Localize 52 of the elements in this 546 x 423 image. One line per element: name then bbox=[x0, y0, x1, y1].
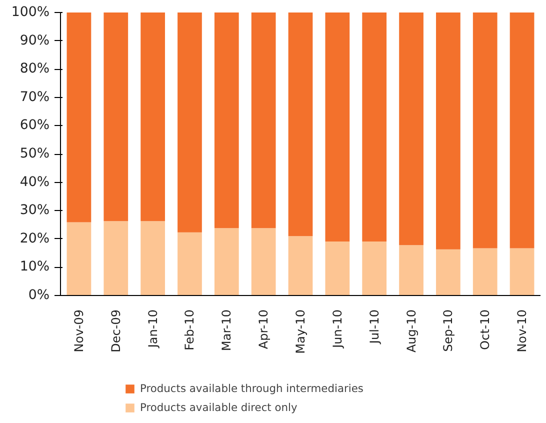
y-tick-label: 70% bbox=[20, 90, 50, 105]
bar bbox=[399, 245, 424, 296]
bar bbox=[288, 12, 313, 236]
bar bbox=[325, 12, 350, 242]
bar bbox=[178, 232, 202, 296]
y-tick-label: 10% bbox=[20, 260, 50, 275]
x-tick-label: Jan-10 bbox=[146, 309, 160, 349]
y-tick-label: 60% bbox=[20, 118, 50, 134]
x-tick-label: Aug-10 bbox=[404, 310, 418, 353]
x-tick-label: Mar-10 bbox=[220, 309, 234, 351]
y-tick-label: 100% bbox=[11, 5, 50, 20]
bar bbox=[140, 221, 165, 296]
bar bbox=[251, 12, 276, 228]
x-tick-label: Sep-10 bbox=[441, 310, 456, 352]
bar bbox=[288, 236, 313, 296]
legend-label: Products available direct only bbox=[140, 401, 298, 414]
bar bbox=[472, 12, 498, 248]
bar bbox=[399, 12, 424, 246]
bar bbox=[104, 221, 128, 296]
y-tick-label: 40% bbox=[20, 174, 50, 190]
bar bbox=[362, 241, 387, 296]
y-tick-label: 30% bbox=[20, 203, 50, 218]
bar bbox=[436, 249, 460, 296]
y-tick-label: 80% bbox=[20, 62, 50, 77]
bar bbox=[178, 12, 202, 232]
bar bbox=[66, 12, 92, 222]
x-tick-label: Nov-09 bbox=[72, 309, 86, 352]
bar bbox=[362, 12, 387, 242]
y-tick-label: 0% bbox=[28, 288, 50, 303]
x-tick-label: Nov-10 bbox=[515, 309, 530, 352]
bar bbox=[251, 228, 276, 296]
x-tick-label: Feb-10 bbox=[182, 309, 197, 350]
y-tick-label: 50% bbox=[20, 146, 50, 162]
y-tick-label: 20% bbox=[20, 231, 50, 246]
bar bbox=[66, 222, 92, 296]
y-tick-label: 90% bbox=[20, 33, 50, 48]
bar bbox=[510, 12, 534, 248]
legend-label: Products available through intermediaries bbox=[140, 382, 364, 395]
bar bbox=[214, 228, 239, 296]
x-tick-label: Apr-10 bbox=[256, 310, 271, 350]
x-tick-label: Jul-10 bbox=[367, 310, 382, 345]
x-tick-label: May-10 bbox=[294, 309, 308, 354]
bar bbox=[214, 12, 239, 228]
bar bbox=[510, 248, 534, 296]
bar bbox=[325, 241, 350, 296]
bar bbox=[104, 12, 128, 222]
x-tick-label: Dec-09 bbox=[108, 309, 123, 352]
bar bbox=[472, 248, 498, 296]
x-tick-label: Jun-10 bbox=[330, 309, 344, 349]
bar bbox=[140, 12, 165, 222]
bar bbox=[436, 12, 460, 250]
x-tick-label: Oct-10 bbox=[478, 309, 492, 350]
